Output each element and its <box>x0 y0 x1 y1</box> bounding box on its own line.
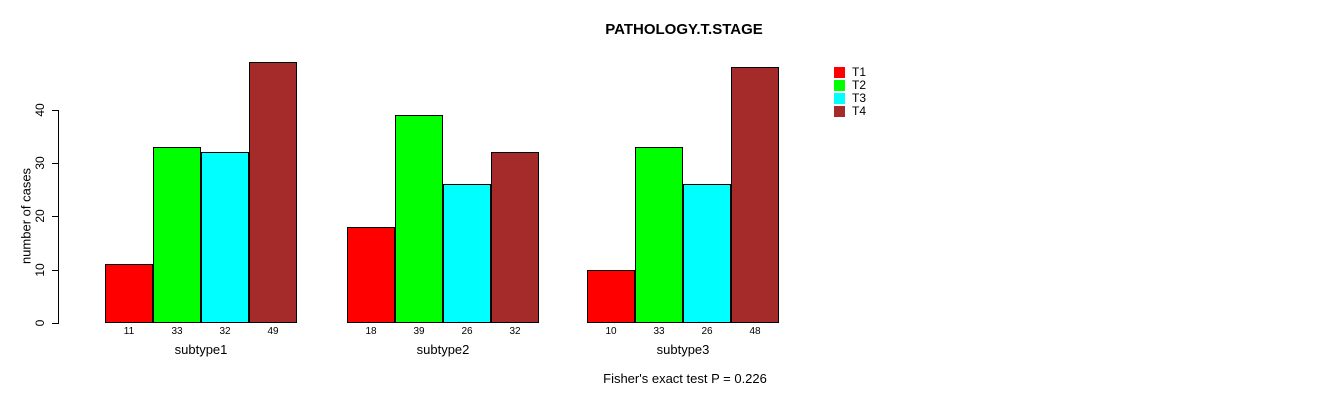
legend-swatch <box>834 79 845 91</box>
legend-item: T4 <box>834 105 866 117</box>
bar-value-label: 26 <box>461 326 473 337</box>
legend-item: T2 <box>834 79 866 91</box>
bar-value-label: 39 <box>413 326 425 337</box>
bar-value-label: 32 <box>219 326 231 337</box>
bar <box>491 152 539 323</box>
legend-swatch <box>834 66 845 78</box>
y-tick-label: 20 <box>33 209 47 223</box>
y-tick-label: 0 <box>33 319 47 327</box>
legend-label: T2 <box>852 78 867 92</box>
y-tick-label: 40 <box>33 103 47 117</box>
y-tick-label: 30 <box>33 156 47 170</box>
bar-value-label: 32 <box>509 326 521 337</box>
y-tick-label: 10 <box>33 263 47 277</box>
bar <box>683 184 731 323</box>
y-tick <box>52 270 58 271</box>
bar <box>201 152 249 323</box>
category-label: subtype3 <box>656 342 710 357</box>
bar-value-label: 11 <box>123 326 135 337</box>
category-label: subtype2 <box>416 342 470 357</box>
bar-value-label: 33 <box>653 326 665 337</box>
annotation-text: Fisher's exact test P = 0.226 <box>603 371 767 386</box>
legend-swatch <box>834 92 845 104</box>
y-axis-line <box>58 110 59 324</box>
legend-label: T1 <box>852 65 867 79</box>
bar <box>731 67 779 323</box>
bar <box>587 270 635 323</box>
bar <box>347 227 395 323</box>
legend-label: T4 <box>852 104 867 118</box>
legend-label: T3 <box>852 91 867 105</box>
y-tick <box>52 216 58 217</box>
bar <box>395 115 443 323</box>
legend-item: T3 <box>834 92 866 104</box>
bar <box>635 147 683 323</box>
legend-swatch <box>834 105 845 117</box>
bar-value-label: 10 <box>605 326 617 337</box>
bar <box>153 147 201 323</box>
bar-value-label: 49 <box>267 326 279 337</box>
legend-item: T1 <box>834 66 866 78</box>
bar-value-label: 33 <box>171 326 183 337</box>
bar-value-label: 48 <box>749 326 761 337</box>
y-tick <box>52 323 58 324</box>
y-tick <box>52 110 58 111</box>
bar <box>443 184 491 323</box>
category-label: subtype1 <box>174 342 228 357</box>
chart-title: PATHOLOGY.T.STAGE <box>605 21 763 38</box>
bar-value-label: 18 <box>365 326 377 337</box>
y-tick <box>52 163 58 164</box>
bar <box>105 264 153 323</box>
y-axis-label: number of cases <box>18 167 34 265</box>
bar-value-label: 26 <box>701 326 713 337</box>
bar <box>249 62 297 323</box>
